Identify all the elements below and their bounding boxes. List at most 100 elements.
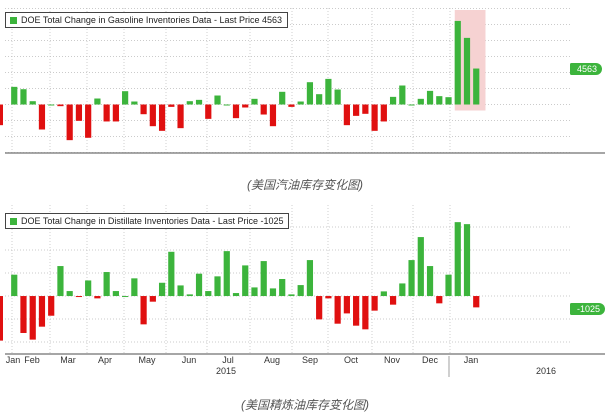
bar [473, 296, 480, 308]
bar [20, 89, 27, 105]
bar [279, 91, 286, 105]
bar [205, 104, 212, 119]
bar [380, 104, 387, 122]
bar [85, 280, 92, 297]
bar [103, 104, 110, 122]
bar [242, 104, 249, 108]
bar [362, 104, 369, 114]
bar [38, 104, 46, 130]
bar [343, 296, 350, 314]
legend-swatch [10, 16, 17, 24]
bar [362, 296, 369, 330]
bar [306, 82, 314, 105]
bar [426, 266, 434, 297]
bar [288, 104, 295, 107]
x-tick-label: Apr [97, 355, 113, 365]
bar [353, 104, 360, 116]
bar [399, 85, 406, 105]
bar [445, 97, 452, 105]
bar [223, 251, 230, 297]
bar [260, 261, 267, 297]
bar [353, 296, 360, 326]
bar [75, 296, 83, 298]
bar [251, 287, 258, 297]
gasoline-legend-text: DOE Total Change in Gasoline Inventories… [21, 15, 282, 25]
bar [242, 265, 249, 297]
x-tick-label: Jun [181, 355, 197, 365]
bar [0, 296, 3, 341]
bar [232, 104, 240, 119]
bar [75, 104, 83, 121]
bar [29, 296, 36, 340]
bar [417, 237, 424, 297]
bar [269, 288, 277, 297]
bar [85, 104, 92, 138]
bar [445, 274, 452, 297]
bar [112, 104, 119, 122]
bar [288, 294, 295, 297]
bar [0, 104, 3, 126]
bar [48, 104, 55, 106]
gasoline-last-value-label: 4563 [570, 63, 603, 75]
bar [251, 98, 258, 105]
bar [140, 104, 147, 115]
bar [66, 104, 73, 141]
x-tick-label: Oct [343, 355, 359, 365]
distillate-caption: (美国精炼油库存变化图) [241, 398, 369, 412]
bar [177, 104, 184, 129]
bar [436, 96, 443, 105]
bar [112, 291, 119, 297]
bar [454, 20, 461, 105]
bar [260, 104, 267, 115]
bar [205, 291, 212, 297]
bar [214, 276, 221, 297]
bar [94, 296, 101, 299]
bar [463, 224, 471, 297]
bar [343, 104, 350, 126]
bar [316, 94, 323, 105]
bar [389, 296, 397, 305]
bar [168, 251, 175, 297]
bar [297, 285, 304, 297]
bar [140, 296, 147, 325]
bar [122, 91, 129, 105]
bar [11, 274, 18, 297]
bar [29, 101, 36, 105]
bar [48, 296, 55, 316]
bar [149, 296, 156, 302]
bar [158, 104, 166, 131]
bar [158, 282, 166, 297]
bar [214, 95, 221, 105]
x-tick-label: Jul [222, 355, 234, 365]
distillate-legend: DOE Total Change in Distillate Inventori… [5, 213, 290, 229]
bar [131, 278, 138, 297]
bar [380, 291, 387, 297]
x-tick-label: Dec [421, 355, 439, 365]
bar [334, 89, 341, 105]
bar [195, 99, 203, 105]
distillate-legend-text: DOE Total Change in Distillate Inventori… [21, 216, 284, 226]
bar [57, 104, 64, 107]
bar [325, 296, 332, 299]
x-tick-label: May [138, 355, 156, 365]
x-tick-label: Mar [60, 355, 76, 365]
distillate-last-value-label: -1025 [570, 303, 606, 315]
bar [186, 101, 193, 105]
bar [297, 101, 304, 105]
bar [408, 104, 415, 106]
x-tick-label: Sep [301, 355, 319, 365]
bar [371, 296, 378, 311]
bar [131, 101, 138, 105]
bar [306, 260, 314, 297]
bar [463, 37, 471, 105]
bar [149, 104, 156, 127]
bar [279, 279, 286, 297]
bar [195, 273, 203, 297]
x-tick-label: Aug [263, 355, 281, 365]
x-tick-label: Jan [5, 355, 21, 365]
bar [38, 296, 46, 327]
bar [408, 260, 415, 297]
bar [94, 98, 101, 105]
